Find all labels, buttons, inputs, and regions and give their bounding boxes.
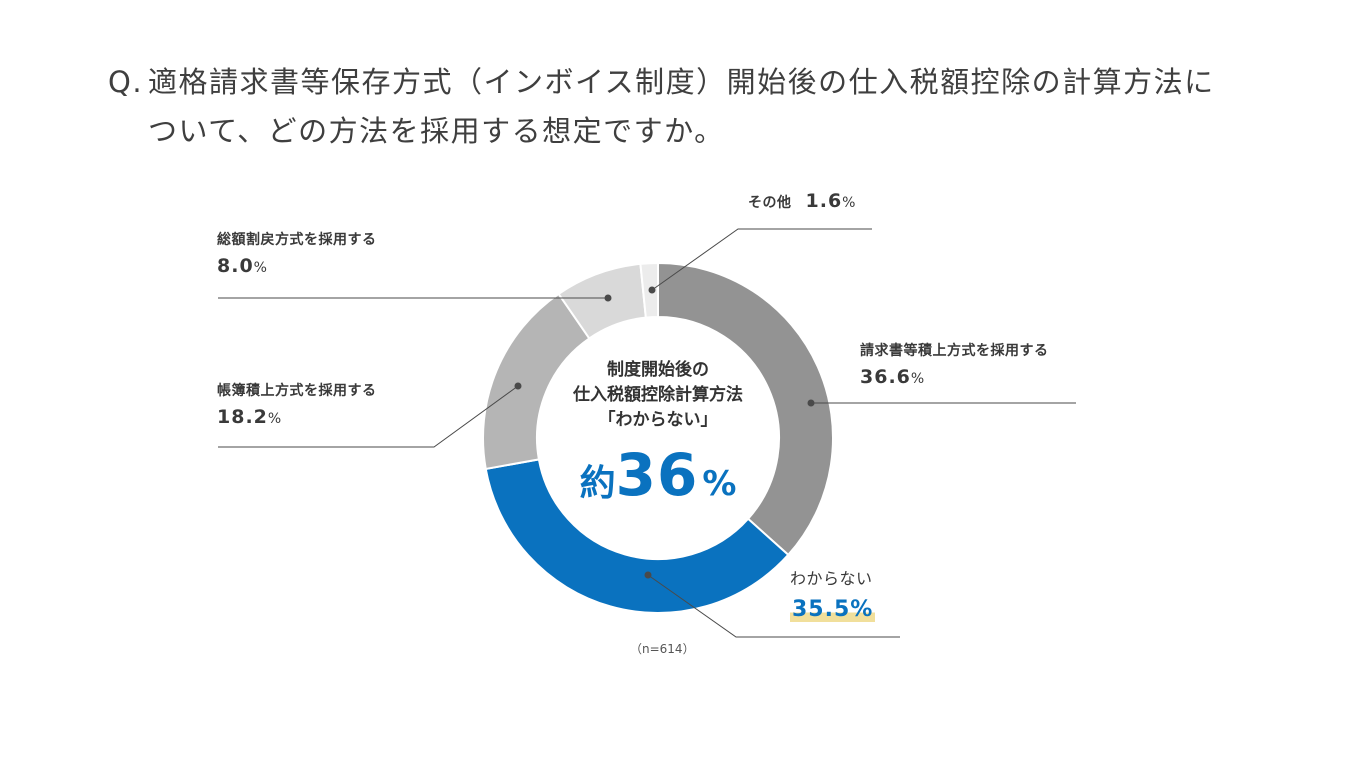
leader-wakaranai-dot (644, 571, 652, 579)
label-other: その他 1.6% (748, 190, 856, 212)
slice-seikyusho-tsumiage (657, 261, 834, 557)
label-chobo-tsumiage: 帳簿積上方式を採用する 18.2% (217, 380, 377, 428)
leader-chobo-dot (514, 382, 522, 390)
center-unit: % (702, 464, 737, 504)
leader-other-line (651, 228, 872, 291)
question-line-2: ついて、どの方法を採用する想定ですか。 (148, 114, 725, 148)
slice-wakaranai (484, 458, 790, 614)
leader-seikyu-dot (807, 399, 815, 407)
center-number: 36 (615, 441, 699, 509)
center-big-value: 約36% (540, 441, 776, 509)
question-line-1: 適格請求書等保存方式（インボイス制度）開始後の仕入税額控除の計算方法に (148, 65, 1215, 99)
sample-size-note: （n=614） (630, 642, 695, 656)
label-seikyu-value: 36.6% (860, 366, 926, 388)
leader-wakaranai-line (647, 574, 900, 638)
center-approx: 約 (579, 463, 616, 504)
label-seikyu-name: 請求書等積上方式を採用する (860, 343, 1049, 359)
label-other-name: その他 (748, 195, 792, 211)
label-chobo-name: 帳簿積上方式を採用する (217, 383, 377, 399)
label-sogaku-name: 総額割戻方式を採用する (217, 232, 377, 248)
label-other-value: 1.6% (805, 190, 857, 212)
donut-center-text: 制度開始後の 仕入税額控除計算方法 「わからない」 約36% (540, 358, 776, 509)
label-wakaranai-value: 35.5% (790, 597, 876, 622)
center-title-line-2: 仕入税額控除計算方法 (573, 385, 743, 405)
leader-sogaku-dot (604, 294, 612, 302)
label-wakaranai: わからない 35.5% (790, 565, 876, 622)
center-title-line-3: 「わからない」 (598, 410, 718, 430)
leader-chobo-line (218, 385, 519, 448)
label-chobo-value: 18.2% (217, 406, 283, 428)
label-seikyusho-tsumiage: 請求書等積上方式を採用する 36.6% (860, 340, 1049, 388)
question-prefix: Q. (108, 65, 144, 99)
label-wakaranai-name: わからない (790, 569, 873, 588)
leader-other-dot (648, 286, 656, 294)
label-sogaku-warimodoshi: 総額割戻方式を採用する 8.0% (217, 229, 377, 277)
label-sogaku-value: 8.0% (217, 255, 268, 277)
center-title-line-1: 制度開始後の (607, 360, 709, 380)
question-text: Q. 適格請求書等保存方式（インボイス制度）開始後の仕入税額控除の計算方法に つ… (108, 58, 1328, 156)
